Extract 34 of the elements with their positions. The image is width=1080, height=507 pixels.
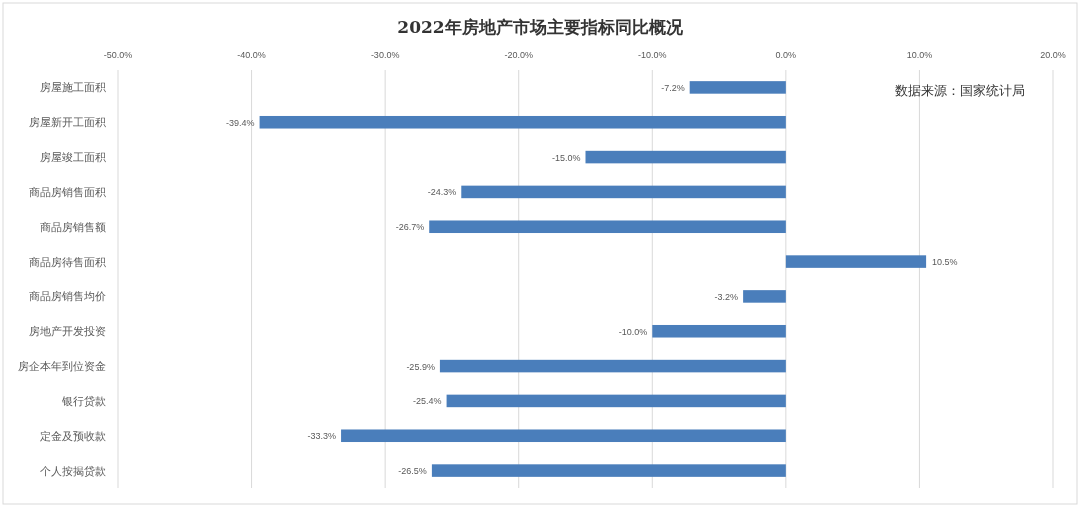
y-tick-label: 定金及预收款: [40, 429, 106, 442]
data-label: -26.5%: [398, 466, 427, 477]
y-tick-label: 房地产开发投资: [29, 325, 106, 338]
y-tick-label: 房屋施工面积: [40, 81, 106, 94]
y-tick-label: 商品房销售均价: [29, 290, 106, 303]
data-label: -10.0%: [618, 326, 648, 337]
annotation: 数据来源：国家统计局: [895, 83, 1025, 98]
y-tick-label: 房屋新开工面积: [29, 116, 106, 129]
y-tick-label: 商品房销售面积: [29, 185, 106, 198]
data-label: -33.3%: [307, 431, 337, 442]
y-tick-label: 房企本年到位资金: [18, 360, 106, 373]
y-tick-label: 房屋竣工面积: [40, 151, 106, 164]
x-tick-label: 0.0%: [775, 50, 797, 60]
data-label: 10.5%: [932, 257, 958, 268]
x-tick-label: -10.0%: [638, 50, 667, 60]
x-tick-label: 10.0%: [906, 50, 933, 60]
data-label: -25.4%: [413, 396, 442, 407]
x-tick-label: 20.0%: [1040, 50, 1066, 60]
x-tick-label: -30.0%: [370, 50, 400, 60]
data-label: -7.2%: [661, 82, 685, 93]
y-tick-label: 银行贷款: [61, 394, 106, 407]
x-tick-label: -40.0%: [237, 50, 266, 60]
data-label: -24.3%: [427, 187, 457, 198]
data-label: -3.2%: [714, 291, 739, 302]
data-label: -26.7%: [395, 222, 425, 233]
chart-title: 2022年房地产市场主要指标同比概况: [397, 17, 684, 37]
data-label: -15.0%: [551, 152, 581, 163]
x-tick-label: -20.0%: [504, 50, 533, 60]
y-tick-label: 商品房待售面积: [29, 255, 106, 268]
y-tick-label: 商品房销售额: [40, 220, 106, 233]
y-tick-label: 个人按揭贷款: [40, 464, 106, 477]
data-label: -25.9%: [406, 361, 435, 372]
data-label: -39.4%: [226, 117, 255, 128]
x-tick-label: -50.0%: [103, 50, 133, 60]
